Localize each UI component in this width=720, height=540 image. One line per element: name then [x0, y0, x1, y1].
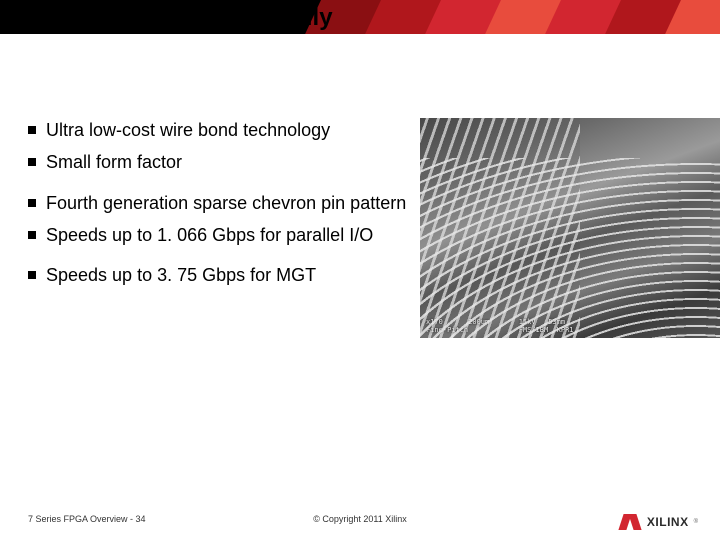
bullet-list: Ultra low-cost wire bond technology Small…: [28, 118, 408, 295]
xilinx-logo-icon: [621, 514, 643, 530]
footer-copyright: © Copyright 2011 Xilinx: [313, 514, 407, 524]
bullet-text: Speeds up to 3. 75 Gbps for MGT: [46, 263, 316, 287]
bullet-item: Small form factor: [28, 150, 408, 174]
bullet-item: Speeds up to 3. 75 Gbps for MGT: [28, 263, 408, 287]
bullet-text: Ultra low-cost wire bond technology: [46, 118, 330, 142]
xilinx-logo: XILINX ®: [621, 514, 698, 530]
sem-micrograph: x170 200um 15kV 53mm Fine-Pitch FMS/IBM …: [420, 118, 720, 338]
bullet-marker-icon: [28, 231, 36, 239]
bullet-marker-icon: [28, 271, 36, 279]
bullet-marker-icon: [28, 158, 36, 166]
bullet-item: Ultra low-cost wire bond technology: [28, 118, 408, 142]
bullet-text: Speeds up to 1. 066 Gbps for parallel I/…: [46, 223, 373, 247]
bullet-text: Fourth generation sparse chevron pin pat…: [46, 191, 406, 215]
bullet-gap: [28, 183, 408, 191]
header-lower-white: [0, 34, 720, 90]
bullet-marker-icon: [28, 199, 36, 207]
bullet-gap: [28, 255, 408, 263]
bullet-item: Speeds up to 1. 066 Gbps for parallel I/…: [28, 223, 408, 247]
bullet-marker-icon: [28, 126, 36, 134]
slide: Packaging – Artix-7 Family Ultra low-cos…: [0, 0, 720, 540]
bullet-text: Small form factor: [46, 150, 182, 174]
bullet-item: Fourth generation sparse chevron pin pat…: [28, 191, 408, 215]
page-title: Packaging – Artix-7 Family: [28, 4, 333, 32]
xilinx-logo-text: XILINX: [647, 515, 689, 529]
footer-left: 7 Series FPGA Overview - 34: [28, 514, 146, 524]
sem-caption: x170 200um 15kV 53mm Fine-Pitch FMS/IBM …: [426, 318, 574, 334]
registered-mark: ®: [694, 519, 698, 525]
footer: 7 Series FPGA Overview - 34 © Copyright …: [0, 504, 720, 540]
